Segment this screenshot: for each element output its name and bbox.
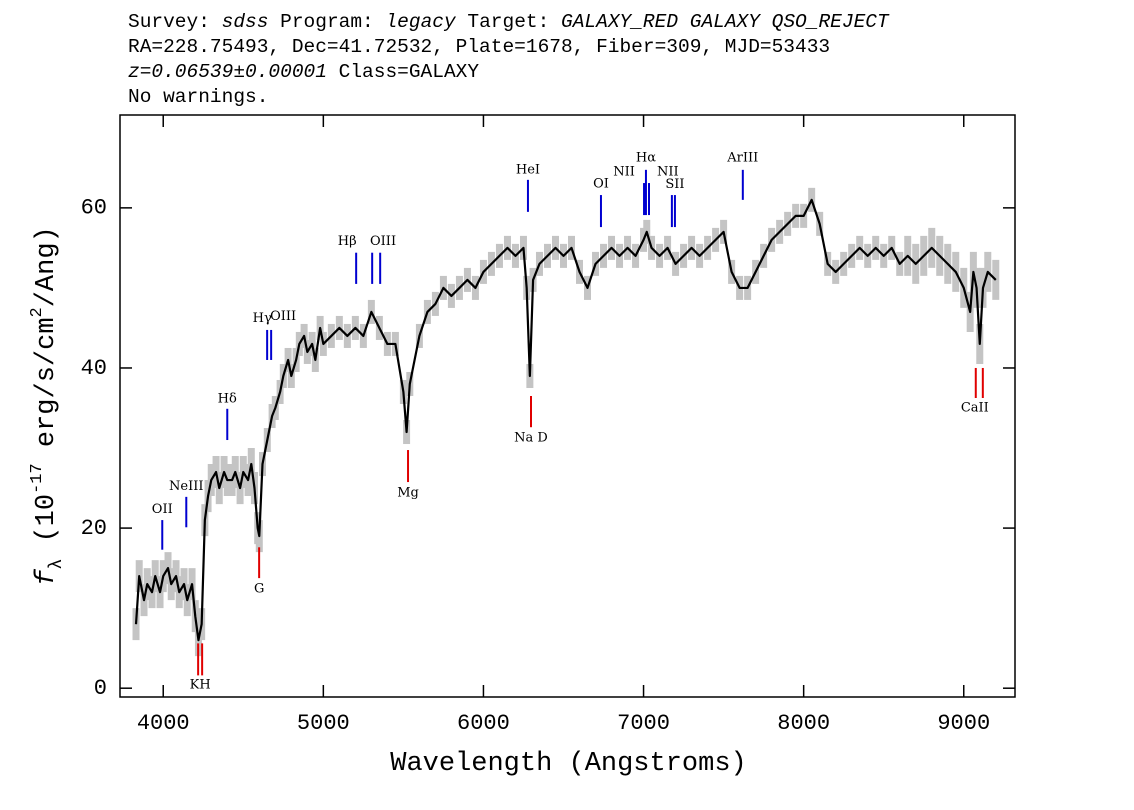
- header-text: Program:: [268, 11, 385, 33]
- header-text: GALAXY_RED GALAXY QSO_REJECT: [561, 11, 890, 33]
- line-label: KH: [190, 677, 211, 692]
- line-label: SII: [665, 177, 684, 192]
- y-tick-label: 40: [81, 356, 107, 381]
- header-text: RA=228.75493, Dec=41.72532, Plate=1678, …: [128, 36, 830, 58]
- line-label: OIII: [270, 309, 296, 324]
- y-axis-label-part: (10: [32, 494, 62, 559]
- y-tick-label: 60: [81, 196, 107, 221]
- line-label: G: [254, 581, 264, 596]
- x-tick-label: 8000: [777, 711, 830, 736]
- header-text: No warnings.: [128, 86, 268, 108]
- header-line: Survey: sdss Program: legacy Target: GAL…: [128, 11, 890, 33]
- y-axis-label: fλ (10-17 erg/s/cm2/Ang): [28, 226, 67, 585]
- x-tick-label: 7000: [617, 711, 670, 736]
- y-axis-label-part: λ: [47, 559, 67, 570]
- x-tick-label: 4000: [137, 711, 190, 736]
- header-line: RA=228.75493, Dec=41.72532, Plate=1678, …: [128, 36, 830, 58]
- x-axis-label: Wavelength (Angstroms): [390, 749, 746, 779]
- x-tick-label: 5000: [297, 711, 350, 736]
- header-text: z=0.06539±0.00001: [128, 61, 327, 83]
- line-label: OIII: [370, 234, 396, 249]
- line-label: Hα: [636, 150, 656, 165]
- line-label: NII: [613, 164, 635, 179]
- line-label: OI: [593, 176, 609, 191]
- line-label: NII: [657, 164, 679, 179]
- line-label: CaII: [961, 401, 989, 416]
- y-axis-label-part: /Ang): [32, 226, 62, 307]
- header-text: sdss: [222, 11, 269, 33]
- header-line: No warnings.: [128, 86, 268, 108]
- line-label: Hγ: [253, 311, 272, 326]
- plot-frame: [119, 114, 1016, 698]
- y-tick-label: 0: [94, 676, 107, 701]
- y-tick-label: 20: [81, 516, 107, 541]
- line-label: OII: [152, 502, 173, 517]
- x-tick-label: 6000: [457, 711, 510, 736]
- header-line: z=0.06539±0.00001 Class=GALAXY: [128, 61, 479, 83]
- y-axis-label-part: erg/s/cm: [32, 317, 62, 463]
- line-label: Mg: [397, 485, 419, 500]
- header-text: Target:: [456, 11, 561, 33]
- line-label: Na D: [514, 431, 548, 446]
- y-axis-label-part: f: [32, 569, 62, 586]
- line-label: Hβ: [338, 234, 357, 249]
- spectrum-line: [134, 198, 997, 642]
- line-label: NeIII: [169, 479, 203, 494]
- line-label: Hδ: [218, 392, 237, 407]
- header-text: Class=GALAXY: [327, 61, 479, 83]
- x-tick-label: 9000: [937, 711, 990, 736]
- header-text: Survey:: [128, 11, 222, 33]
- header-text: legacy: [385, 11, 457, 33]
- line-label: HeI: [516, 162, 540, 177]
- y-axis-label-part: 2: [28, 307, 47, 317]
- y-axis-label-part: -17: [28, 463, 47, 494]
- line-label: ArIII: [726, 150, 758, 165]
